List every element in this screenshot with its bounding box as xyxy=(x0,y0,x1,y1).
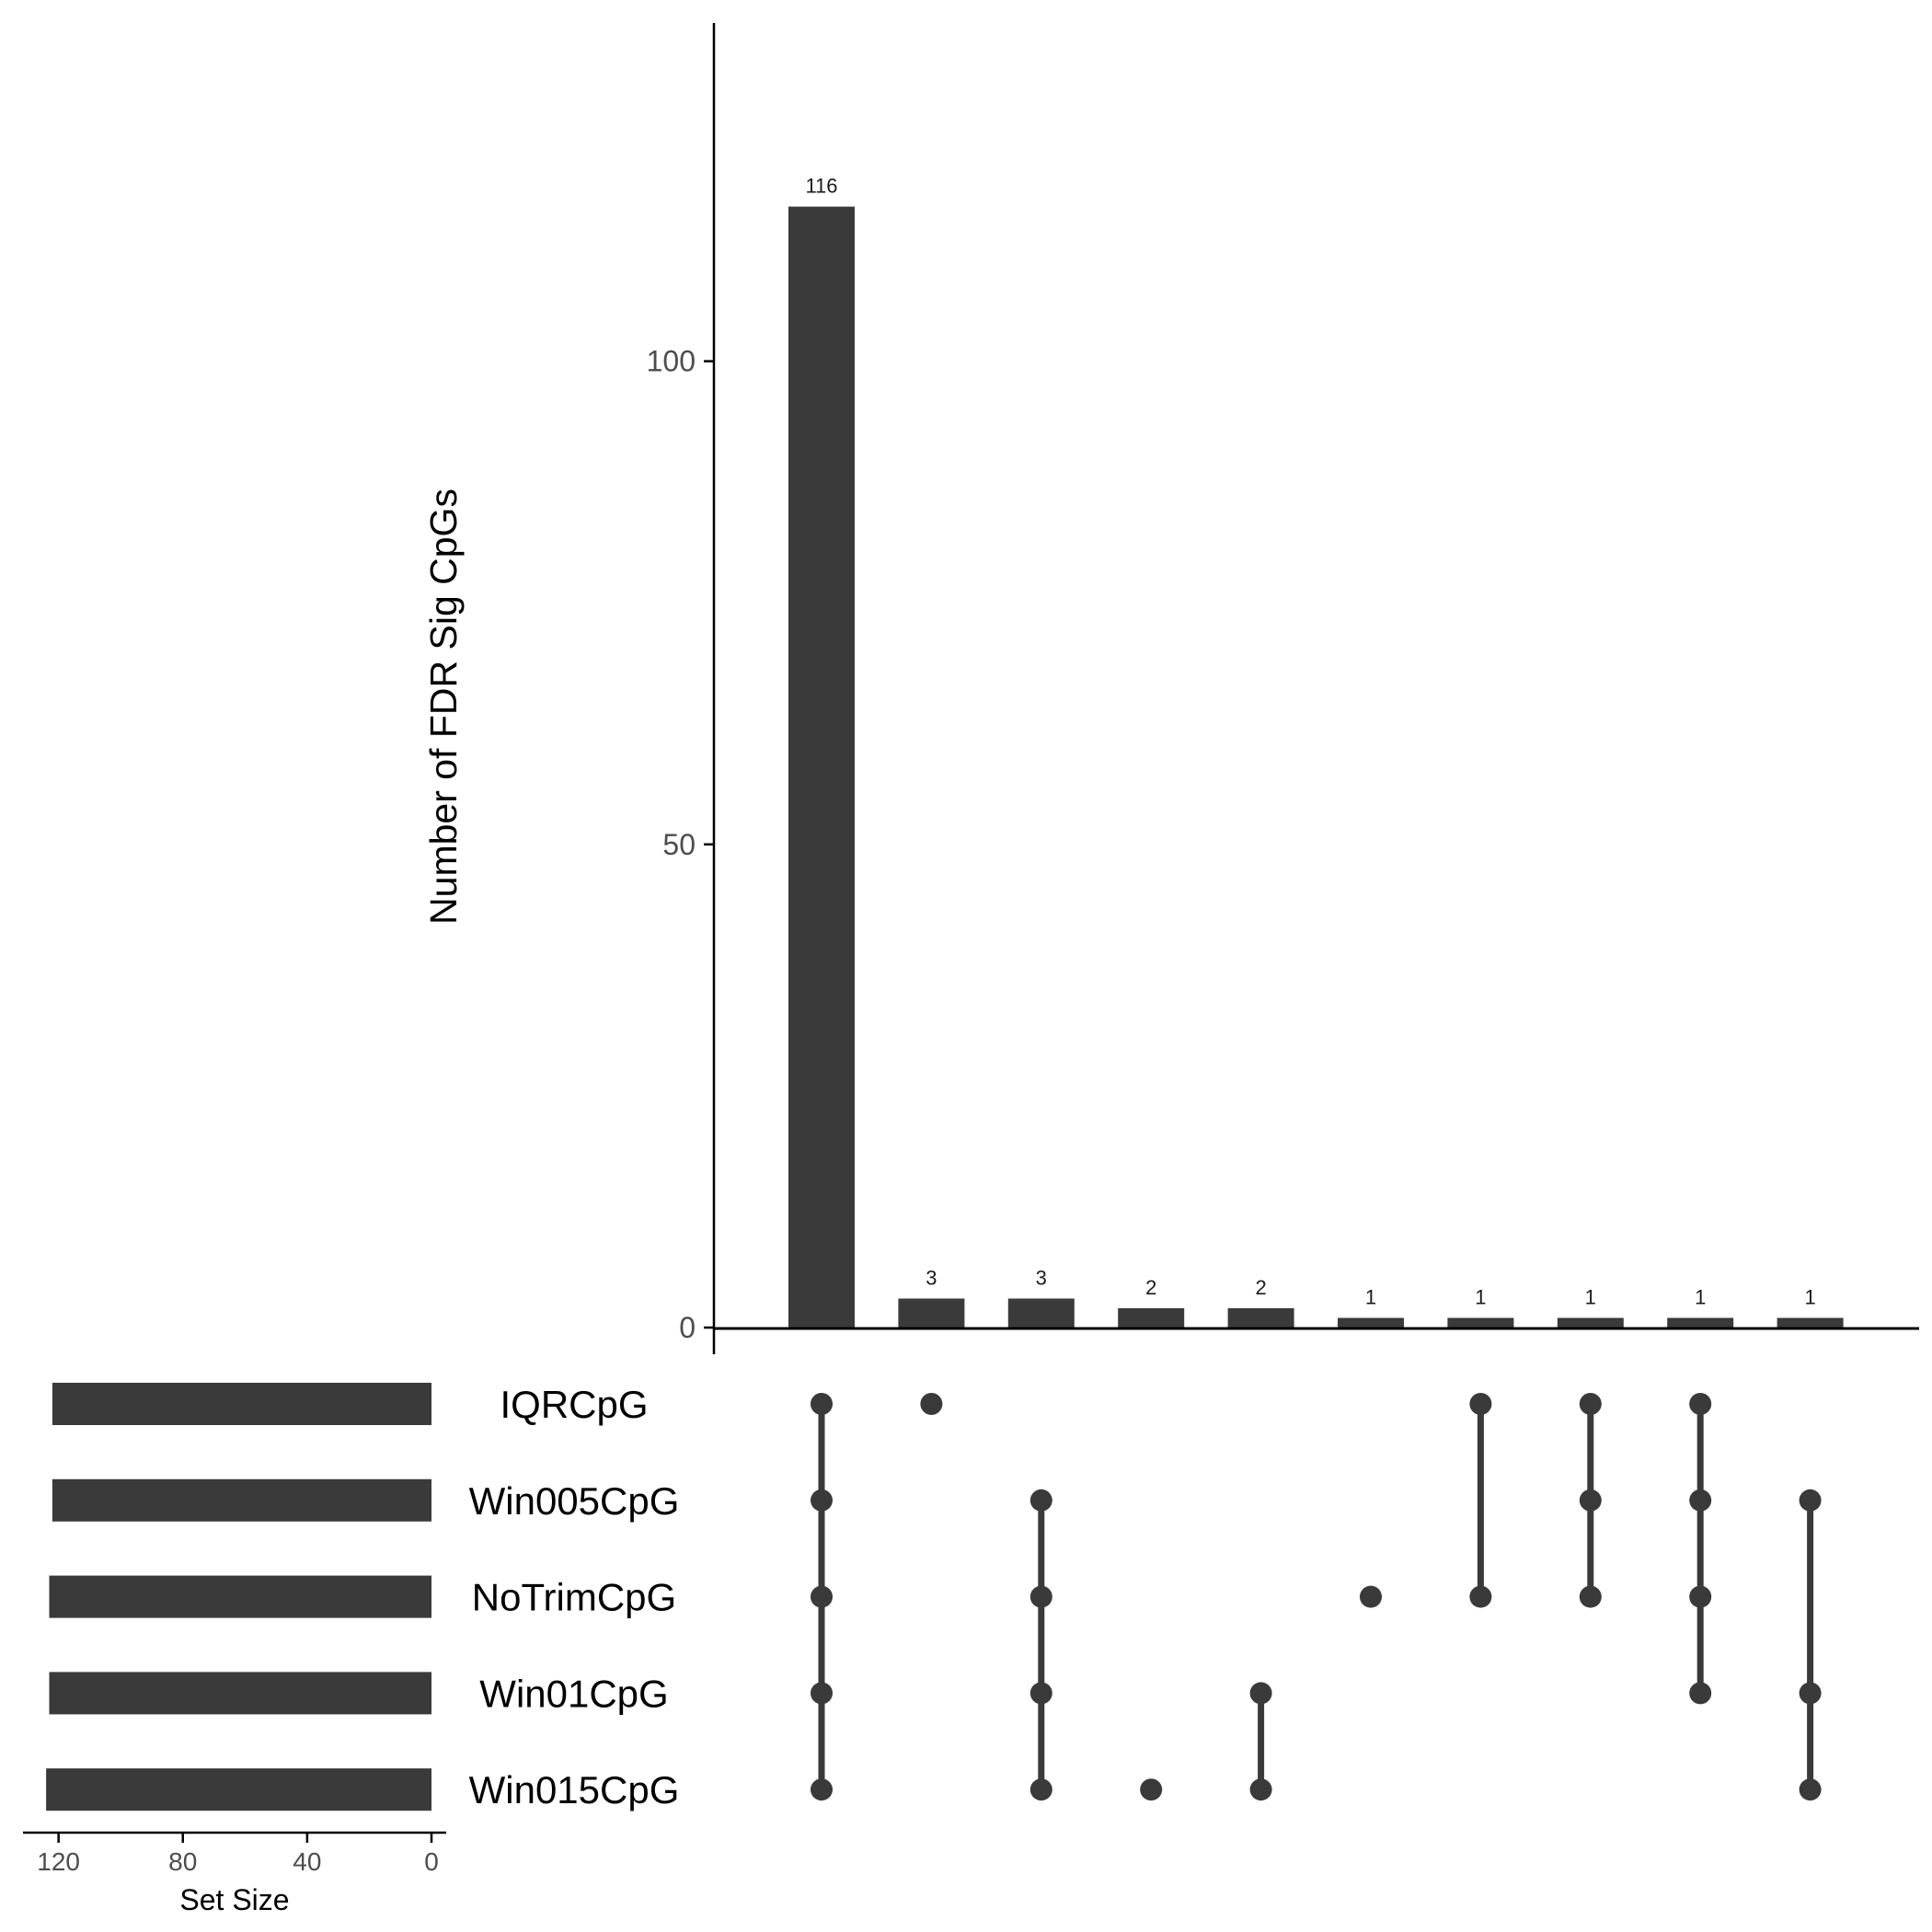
set-size-chart: IQRCpG Win005CpG NoTrimCpG Win01CpG Win015Cp… xyxy=(23,1383,679,1916)
intersection-bar-label: 116 xyxy=(805,175,837,198)
matrix-dot xyxy=(1579,1585,1602,1608)
matrix-dot xyxy=(1249,1778,1272,1801)
matrix-dot xyxy=(1579,1393,1602,1415)
matrix-dot xyxy=(1799,1489,1822,1512)
matrix-dot xyxy=(1029,1585,1052,1608)
intersection-bar xyxy=(1338,1317,1404,1328)
intersection-bar xyxy=(1227,1307,1294,1328)
set-size-bar xyxy=(52,1478,431,1522)
set-name-label: NoTrimCpG xyxy=(472,1576,676,1619)
intersection-bar xyxy=(788,206,855,1328)
matrix-dot xyxy=(1799,1682,1822,1705)
intersection-bar xyxy=(1007,1298,1075,1328)
intersection-bar xyxy=(1667,1317,1734,1328)
intersection-bar-label: 1 xyxy=(1585,1285,1596,1308)
y-tick-label: 50 xyxy=(662,828,696,861)
set-size-tick-label: 40 xyxy=(293,1847,321,1876)
intersection-bar-label: 1 xyxy=(1475,1285,1486,1308)
intersection-bar xyxy=(1777,1317,1844,1328)
y-tick-label: 100 xyxy=(647,345,696,378)
set-size-bar xyxy=(46,1768,432,1811)
set-name-label: Win015CpG xyxy=(469,1768,680,1811)
intersection-bar-label: 1 xyxy=(1695,1285,1706,1308)
set-name-label: Win005CpG xyxy=(469,1479,680,1523)
matrix-dot xyxy=(811,1489,833,1512)
matrix-dot xyxy=(1799,1778,1822,1801)
matrix-dot xyxy=(920,1393,943,1415)
intersection-bar-label: 1 xyxy=(1804,1285,1815,1308)
intersection-matrix xyxy=(811,1393,1822,1801)
matrix-dot xyxy=(1689,1489,1712,1512)
set-size-bar xyxy=(49,1672,431,1715)
matrix-dot xyxy=(1029,1489,1052,1512)
intersection-bar-label: 2 xyxy=(1255,1276,1266,1299)
set-size-tick-label: 80 xyxy=(168,1847,197,1876)
y-tick-label: 0 xyxy=(679,1311,696,1344)
set-name-label: Win01CpG xyxy=(479,1672,668,1715)
matrix-dot xyxy=(811,1393,833,1415)
matrix-dot xyxy=(1689,1682,1712,1705)
intersection-bar-chart: 116 3 3 2 2 1 1 1 1 1 0 50 100 Number of FDR Sig CpGs xyxy=(422,23,1919,1354)
intersection-bar-label: 2 xyxy=(1145,1276,1156,1299)
set-name-label: IQRCpG xyxy=(500,1383,648,1426)
matrix-dot xyxy=(811,1585,833,1608)
set-size-tick-label: 0 xyxy=(424,1847,439,1876)
intersection-bar-label: 3 xyxy=(926,1266,937,1289)
set-size-bar xyxy=(49,1575,431,1618)
intersection-bar xyxy=(1447,1317,1514,1328)
intersection-bar-label: 1 xyxy=(1365,1285,1376,1308)
matrix-dot xyxy=(1249,1682,1272,1705)
matrix-dot xyxy=(1029,1682,1052,1705)
matrix-dot xyxy=(1469,1393,1492,1415)
matrix-dot xyxy=(811,1682,833,1705)
matrix-dot xyxy=(1140,1778,1163,1801)
set-size-bar xyxy=(52,1383,431,1425)
set-size-axis-title: Set Size xyxy=(179,1883,289,1916)
matrix-dot xyxy=(1689,1585,1712,1608)
set-size-tick-label: 120 xyxy=(37,1847,80,1876)
matrix-dot xyxy=(1689,1393,1712,1415)
matrix-dot xyxy=(1469,1585,1492,1608)
intersection-bar xyxy=(1118,1307,1185,1328)
matrix-dot xyxy=(811,1778,833,1801)
y-axis-title: Number of FDR Sig CpGs xyxy=(422,489,465,925)
intersection-bar-label: 3 xyxy=(1036,1266,1047,1289)
intersection-bar xyxy=(1557,1317,1624,1328)
intersection-bar xyxy=(898,1298,965,1328)
matrix-dot xyxy=(1029,1778,1052,1801)
matrix-dot xyxy=(1579,1489,1602,1512)
matrix-dot xyxy=(1360,1585,1382,1608)
